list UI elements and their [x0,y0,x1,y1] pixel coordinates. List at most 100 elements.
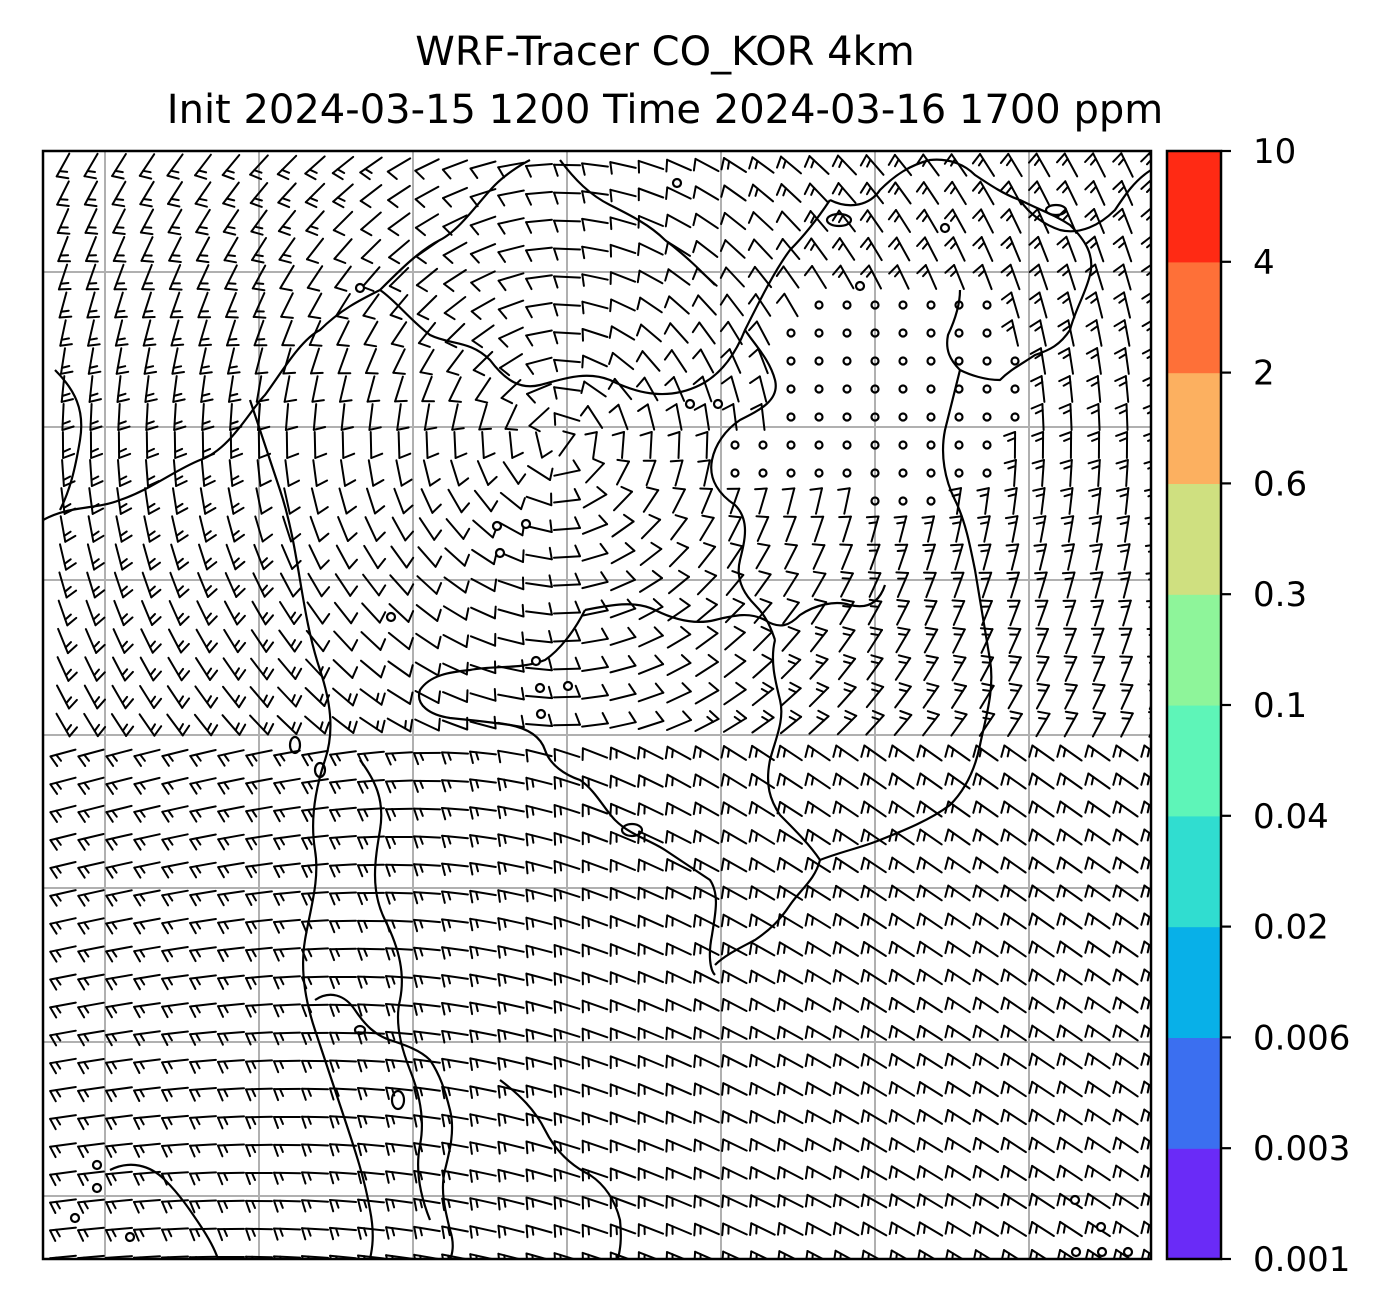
wind-barb [161,833,189,851]
wind-barb [363,544,387,570]
wind-barb [141,571,162,599]
wind-barb [189,1115,217,1130]
wind-barb [1115,431,1129,459]
wind-barb [979,627,994,654]
wind-barb [1003,431,1017,459]
wind-barb [609,1055,637,1070]
wind-barb [525,657,553,672]
wind-barb [1056,856,1083,874]
wind-barb [195,236,211,264]
wind-barb [637,942,664,957]
wind-barb [474,377,492,404]
wind-barb [581,328,609,342]
wind-barb [1112,940,1139,958]
wind-barb [1084,1108,1111,1126]
wind-barb [1029,347,1047,375]
wind-barb [1084,263,1104,291]
wind-barb [1028,828,1055,846]
wind-barb [638,626,664,648]
wind-barb [87,319,101,347]
wind-barb [720,184,747,202]
wind-barb [1140,800,1151,814]
wind-barb [1034,571,1048,599]
wind-barb [1030,375,1046,403]
wind-barb [497,659,525,673]
wind-barb [442,214,468,236]
wind-barb [357,1031,385,1045]
wind-barb [273,749,301,767]
wind-barb [665,1166,692,1181]
wind-barb [255,375,270,403]
wind-barb [332,687,358,707]
wind-barb [1056,800,1083,818]
wind-barb [161,974,189,991]
wind-barb [887,181,912,205]
wind-barb [719,320,743,346]
wind-barb [1084,884,1111,902]
wind-barb [894,682,912,709]
wind-barb [396,403,410,431]
wind-barb [1116,487,1130,515]
wind-barb [636,269,664,285]
wind-barb [832,828,859,846]
wind-barb [1084,828,1111,846]
calm-wind-marker [814,356,824,366]
wind-barb [1001,1249,1021,1259]
wind-barb [1140,180,1151,193]
wind-barb [224,572,246,598]
calm-wind-marker [530,655,542,667]
wind-barb [473,489,499,513]
wind-barb [105,889,133,907]
wind-barb [245,749,273,767]
wind-barb [665,830,692,844]
wind-barb [201,431,216,459]
wind-barb [89,459,104,487]
wind-barb [1029,291,1048,319]
wind-barb [553,1056,581,1070]
wind-barb [755,515,770,542]
calm-wind-marker [69,1212,81,1224]
wind-barb [357,835,385,850]
wind-barb [200,375,214,403]
wind-barb [331,155,355,181]
wind-barb [752,653,774,679]
wind-barb [972,263,993,291]
wind-barb [414,661,442,677]
wind-barb [301,1171,329,1185]
wind-barb [194,685,219,709]
wind-barb [111,153,127,180]
wind-barb [60,487,76,515]
wind-barb [195,657,219,681]
wind-barb [839,598,855,626]
wind-barb [1028,1192,1055,1210]
wind-barb [637,215,664,229]
wind-barb [55,152,71,180]
wind-barb [116,487,133,515]
wind-barb [860,941,887,957]
calm-wind-marker [842,440,852,450]
wind-barb [497,833,525,847]
calm-wind-marker [954,300,964,310]
wind-barb [609,598,637,619]
wind-barb [1028,800,1055,818]
wind-barb [385,1058,413,1073]
wind-barb [444,322,466,349]
wind-barb [637,914,664,929]
wind-barb [445,518,471,540]
wind-barb [388,603,415,623]
wind-barb [525,1140,553,1155]
wind-barb [525,1028,553,1043]
wind-barb [945,1249,965,1259]
wind-barb [609,1223,637,1238]
wind-barb [145,403,159,431]
wind-barb [1000,1136,1027,1154]
wind-barb [810,598,828,625]
wind-barb [112,236,127,263]
wind-barb [950,543,964,571]
wind-barb [581,1223,609,1238]
wind-barb [1056,1080,1083,1098]
wind-barb [636,323,662,343]
wind-barb [357,750,385,766]
wind-barb [553,386,581,400]
wind-barb [832,1109,860,1125]
